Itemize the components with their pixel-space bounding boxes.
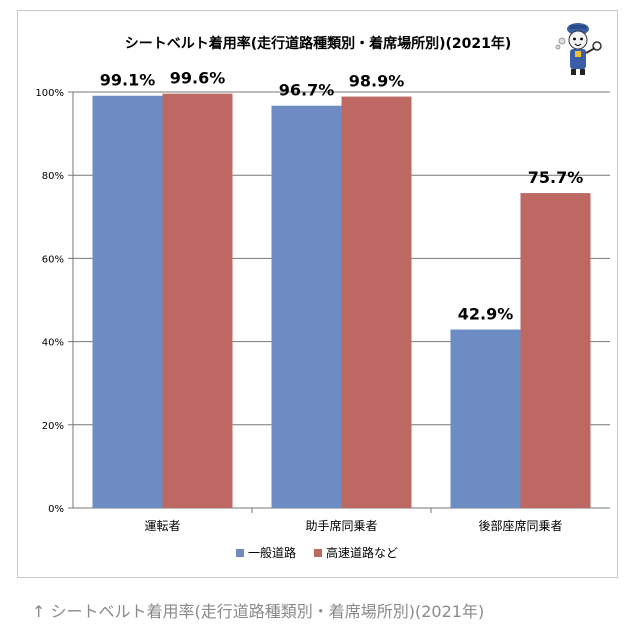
legend-swatch xyxy=(314,549,322,557)
detective-mascot-icon xyxy=(555,23,602,75)
x-category-label: 運転者 xyxy=(144,519,180,533)
bar xyxy=(450,329,521,508)
y-tick-label: 80% xyxy=(42,171,64,182)
y-tick-label: 0% xyxy=(48,504,64,515)
data-label: 98.9% xyxy=(349,72,405,91)
y-tick-label: 20% xyxy=(42,421,64,432)
bar xyxy=(520,193,591,508)
legend-swatch xyxy=(236,549,244,557)
chart-frame: シートベルト着用率(走行道路種類別・着席場所別)(2021年) 0% 20% 40%… xyxy=(17,10,618,578)
bar xyxy=(341,96,412,509)
bar xyxy=(271,105,342,508)
x-category-label: 後部座席同乗者 xyxy=(478,518,562,533)
y-tick-label: 40% xyxy=(42,338,64,349)
data-label: 99.1% xyxy=(100,71,156,90)
data-label: 96.7% xyxy=(279,81,335,100)
bar xyxy=(162,93,233,508)
data-label: 42.9% xyxy=(458,305,514,324)
legend-entry: 一般道路 xyxy=(248,545,296,560)
bar xyxy=(92,95,163,508)
y-tick-label: 60% xyxy=(42,254,64,265)
y-tick-label: 100% xyxy=(35,88,64,99)
legend-entry: 高速道路など xyxy=(326,545,398,560)
chart-title: シートベルト着用率(走行道路種類別・着席場所別)(2021年) xyxy=(125,35,512,52)
figure-caption: ↑ シートベルト着用率(走行道路種類別・着席場所別)(2021年) xyxy=(32,602,485,621)
data-label: 99.6% xyxy=(170,69,226,88)
data-label: 75.7% xyxy=(528,168,584,187)
chart: シートベルト着用率(走行道路種類別・着席場所別)(2021年) 0% 20% 40%… xyxy=(35,23,610,560)
x-category-label: 助手席同乗者 xyxy=(305,518,377,533)
